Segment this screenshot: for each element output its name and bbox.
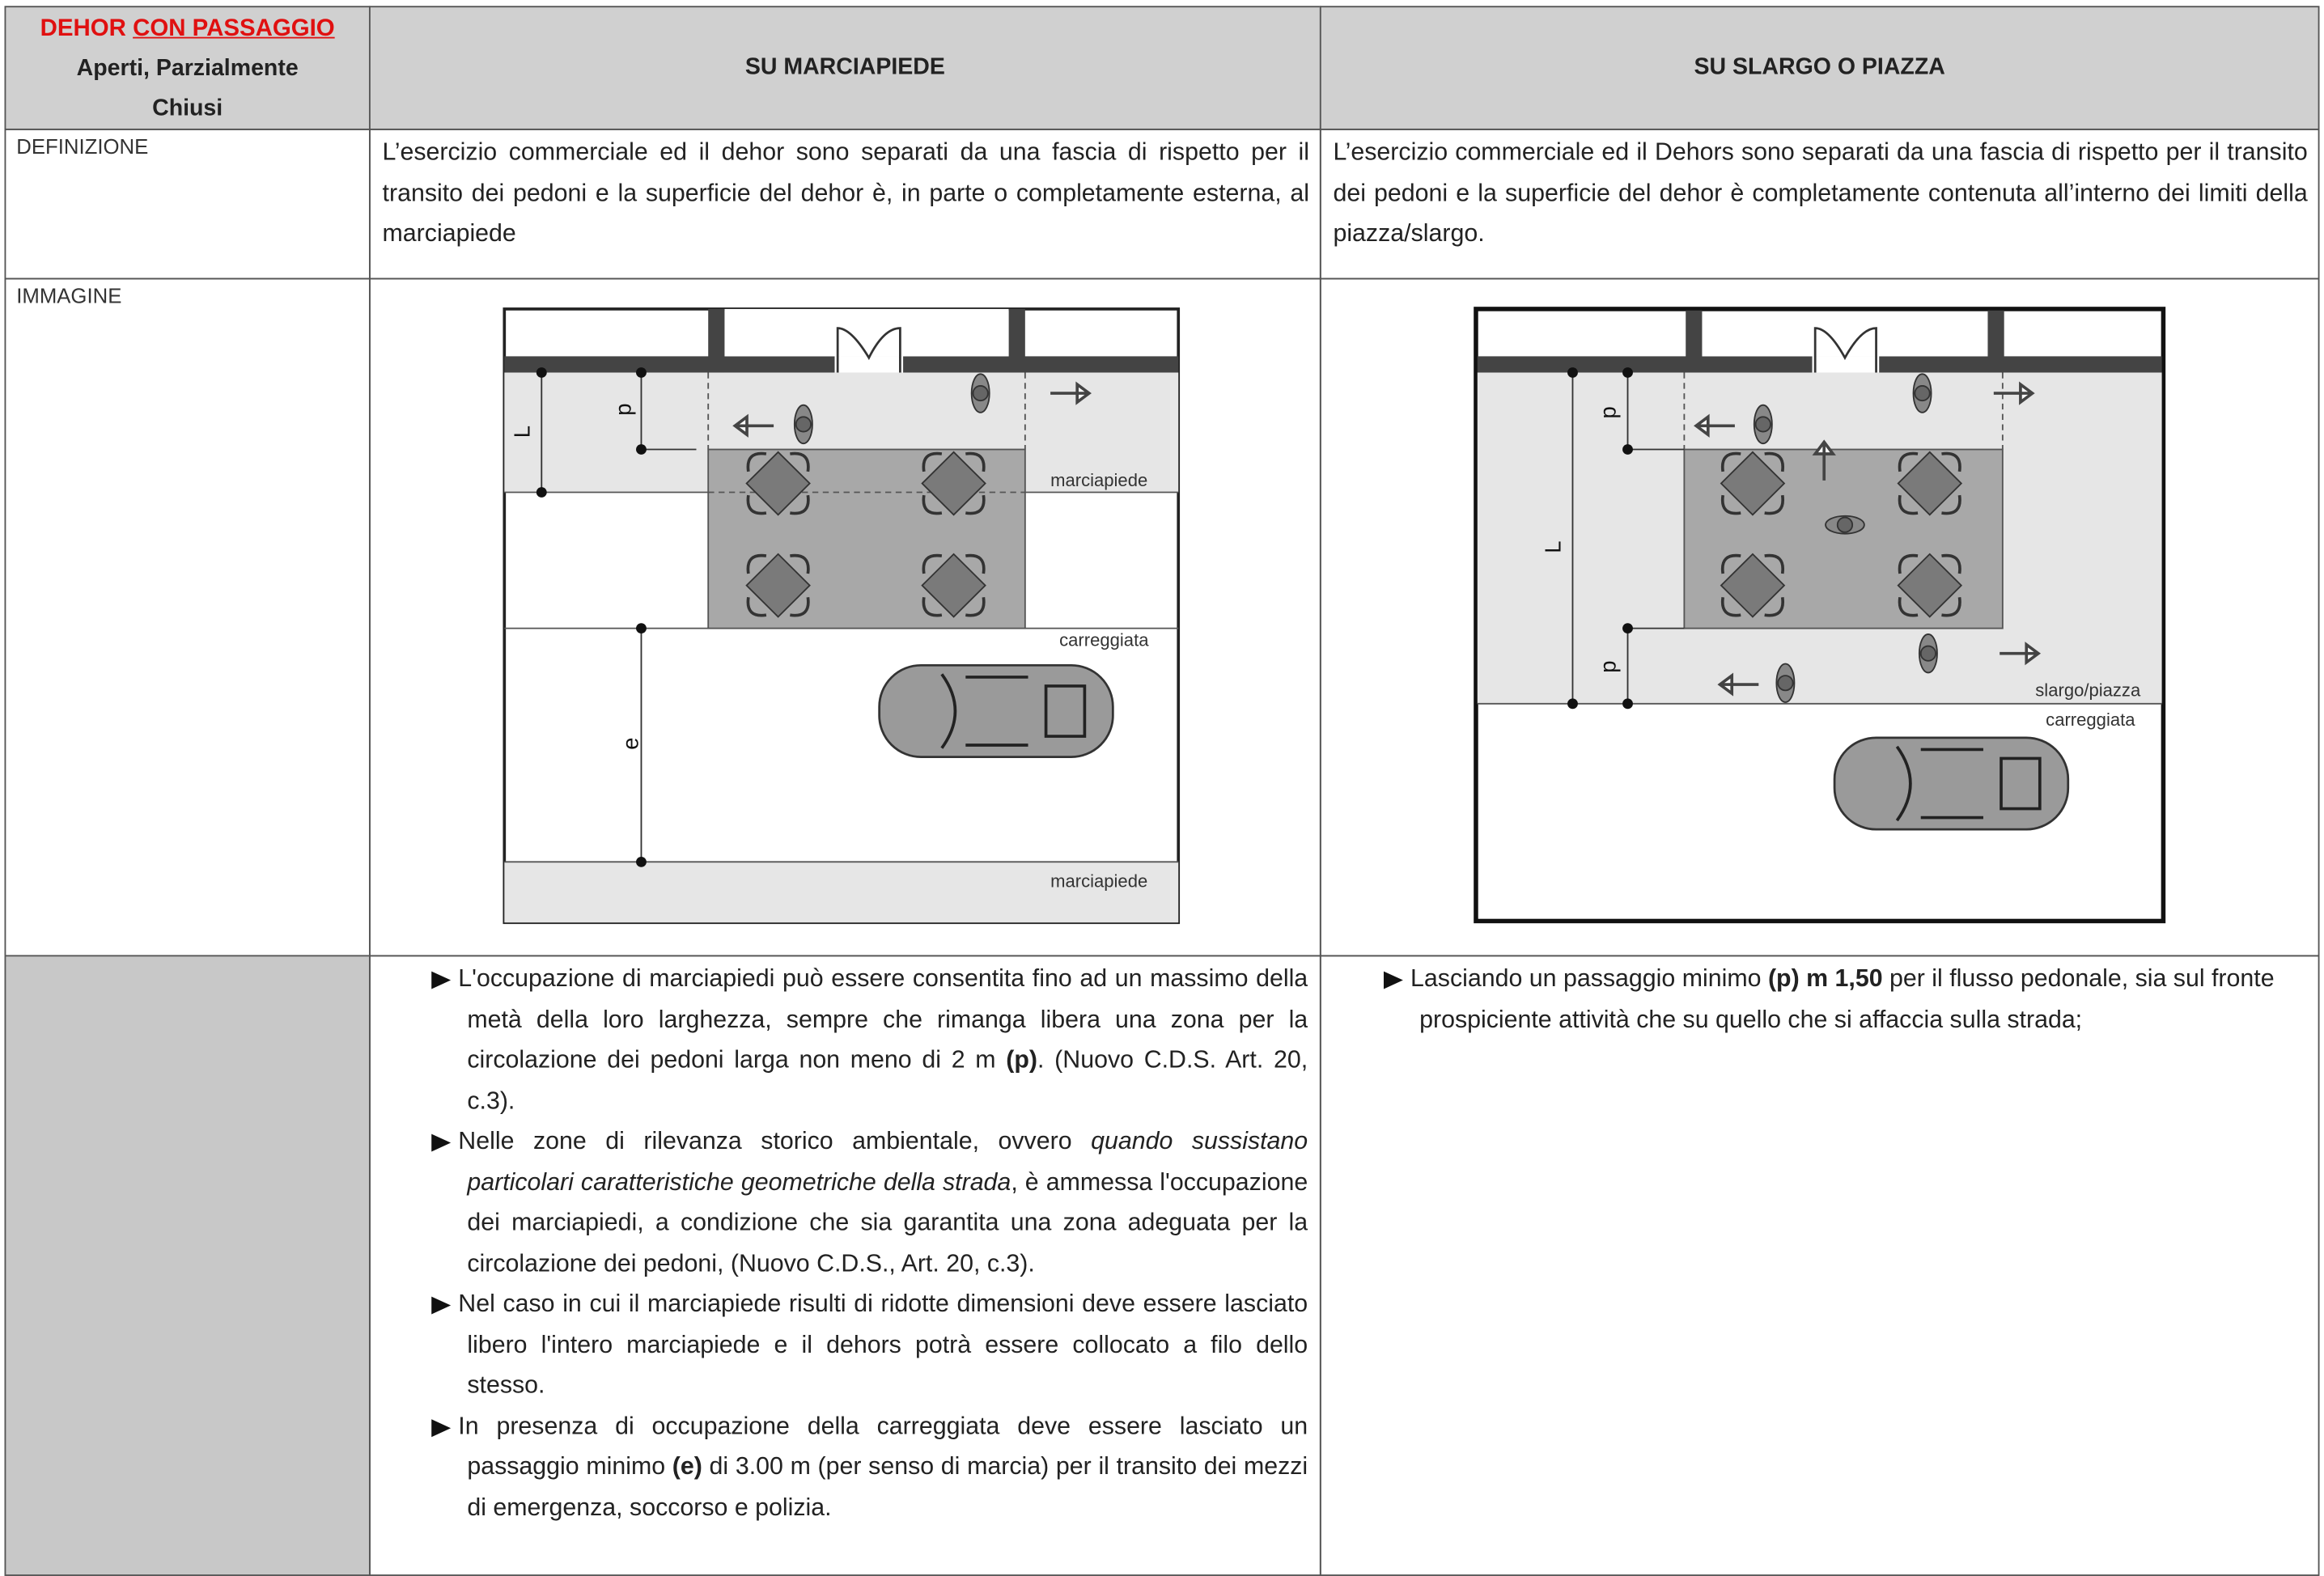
area-label: carreggiata <box>1059 630 1149 650</box>
column-header: SU SLARGO O PIAZZA <box>1319 6 2320 130</box>
text-run: per il flusso pedonale, sia sul fronte p… <box>1419 965 2275 1033</box>
text-run-bold: (e) <box>672 1453 702 1481</box>
header-first-cell: DEHOR CON PASSAGGIO Aperti, Parzialmente… <box>4 6 371 130</box>
text-run: In presenza di occupazione della carregg… <box>458 1413 1308 1481</box>
bullet-item: Lasciando un passaggio minimo (p) m 1,50… <box>1383 960 2308 1041</box>
diagram-square: L p p slargo/piazza carreggiata <box>1474 307 2166 924</box>
dimension-label: L <box>1541 540 1566 553</box>
definition-text: L’esercizio commerciale ed il Dehors son… <box>1319 128 2320 280</box>
title-part: CON PASSAGGIO <box>133 15 335 41</box>
text-run: Nelle zone di rilevanza storico ambienta… <box>458 1128 1092 1155</box>
area-label: marciapiede <box>1050 470 1147 490</box>
definition-text: L’esercizio commerciale ed il dehor sono… <box>368 128 1321 280</box>
dimension-label: p <box>610 404 635 416</box>
text-run-bold: (p) <box>1006 1046 1038 1074</box>
text-run: , è ammessa l'occupazione dei marciapied… <box>467 1168 1308 1277</box>
area-label: carreggiata <box>2046 710 2135 730</box>
bullet-item: L'occupazione di marciapiedi può essere … <box>431 960 1308 1122</box>
bullet-item: Nel caso in cui il marciapiede risulti d… <box>431 1285 1308 1407</box>
diagram-sidewalk: L p e marciapiede carreggiata marciapied… <box>503 307 1181 925</box>
text-run-italic: quando sussistano particolari caratteris… <box>467 1128 1308 1196</box>
text-run: Lasciando un passaggio minimo <box>1410 965 1768 993</box>
row-label <box>4 955 371 1576</box>
dimension-label: e <box>618 738 643 750</box>
text-run: L'occupazione di marciapiedi può essere … <box>458 965 1308 1074</box>
rules-list: Lasciando un passaggio minimo (p) m 1,50… <box>1319 955 2320 1576</box>
text-run-bold: (p) m 1,50 <box>1767 965 1883 993</box>
bullet-item: Nelle zone di rilevanza storico ambienta… <box>431 1122 1308 1285</box>
dimension-label: p <box>1596 661 1621 673</box>
text-run: di 3.00 m (per senso di marcia) per il t… <box>467 1453 1308 1521</box>
title: DEHOR CON PASSAGGIO <box>40 8 335 48</box>
dimension-label: L <box>509 426 534 438</box>
bullet-item: In presenza di occupazione della carregg… <box>431 1407 1308 1529</box>
title-part: DEHOR <box>40 15 126 41</box>
rules-list: L'occupazione di marciapiedi può essere … <box>368 955 1321 1576</box>
text-run: Nel caso in cui il marciapiede risulti d… <box>458 1290 1308 1399</box>
area-label: marciapiede <box>1050 871 1147 891</box>
subtitle: Aperti, Parzialmente Chiusi <box>76 55 299 121</box>
row-label: DEFINIZIONE <box>4 128 371 280</box>
text-run: . (Nuovo C.D.S. Art. 20, c.3). <box>467 1046 1308 1114</box>
area-label: slargo/piazza <box>2035 680 2141 701</box>
dimension-label: p <box>1596 406 1621 418</box>
